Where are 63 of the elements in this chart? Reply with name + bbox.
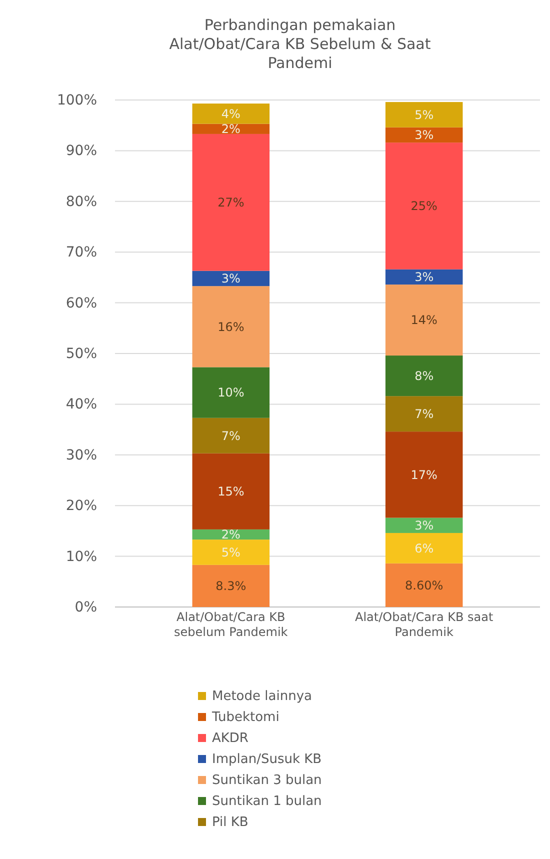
data-label: 16%	[218, 320, 244, 334]
bar	[192, 453, 270, 530]
legend-label: AKDR	[212, 731, 248, 746]
data-label: 7%	[414, 407, 434, 422]
data-label: 2%	[221, 122, 240, 136]
data-label: 5%	[414, 108, 434, 122]
x-tick-label: Alat/Obat/Cara KB saat Pandemik	[354, 610, 494, 639]
legend-label: Suntikan 1 bulan	[212, 794, 322, 809]
data-label: 3%	[414, 128, 434, 142]
legend-label: Suntikan 3 bulan	[212, 773, 322, 788]
legend-label: Metode lainnya	[212, 689, 312, 704]
bar	[192, 418, 270, 454]
data-label: 27%	[218, 196, 244, 210]
data-label: 15%	[218, 484, 244, 499]
data-label: 8.60%	[405, 578, 444, 592]
bar	[385, 102, 463, 128]
data-label: 14%	[410, 313, 438, 328]
bar	[385, 518, 463, 533]
bar	[385, 284, 463, 356]
data-label: 10%	[218, 386, 244, 400]
bar	[192, 104, 270, 124]
data-label: 25%	[410, 199, 438, 214]
data-label: 3%	[414, 270, 434, 284]
x-tick-label: Alat/Obat/Cara KB sebelum Pandemik	[174, 610, 288, 639]
data-label: 2%	[221, 528, 240, 542]
y-tick-label: 100%	[56, 92, 97, 108]
bar	[385, 432, 463, 518]
y-tick-label: 0%	[74, 599, 97, 616]
data-label: 4%	[221, 106, 240, 121]
bar	[192, 270, 270, 286]
legend-label: Pil KB	[212, 815, 248, 830]
bar	[192, 134, 270, 271]
data-label: 3%	[414, 518, 434, 533]
bar	[385, 563, 463, 607]
y-tick-label: 80%	[66, 194, 97, 210]
y-tick-label: 60%	[66, 295, 97, 312]
y-tick-label: 10%	[66, 548, 97, 565]
legend-label: Tubektomi	[211, 710, 280, 725]
data-label: 6%	[414, 541, 434, 556]
bar	[385, 532, 463, 564]
bar	[192, 286, 270, 368]
data-label: 5%	[221, 545, 240, 560]
y-tick-label: 70%	[66, 244, 97, 261]
legend-label: Implan/Susuk KB	[212, 752, 322, 767]
data-label: 7%	[221, 428, 240, 443]
data-label: 8.3%	[216, 579, 246, 594]
y-tick-label: 30%	[66, 447, 97, 464]
data-label: 8%	[414, 369, 434, 384]
y-tick-label: 50%	[66, 346, 97, 362]
y-tick-label: 20%	[66, 498, 97, 514]
bar	[192, 564, 270, 607]
bar	[192, 540, 270, 565]
chart-title: Perbandingan pemakaian Alat/Obat/Cara KB Sebelum & Saat Pandemi	[169, 16, 431, 72]
bar	[192, 367, 270, 418]
bar	[385, 396, 463, 432]
bar	[385, 127, 463, 143]
bar	[385, 142, 463, 270]
y-tick-label: 90%	[66, 143, 97, 160]
y-tick-label: 40%	[66, 396, 97, 413]
data-label: 17%	[410, 468, 438, 482]
data-label: 3%	[221, 272, 240, 286]
bar	[385, 269, 463, 285]
bar	[385, 356, 463, 396]
